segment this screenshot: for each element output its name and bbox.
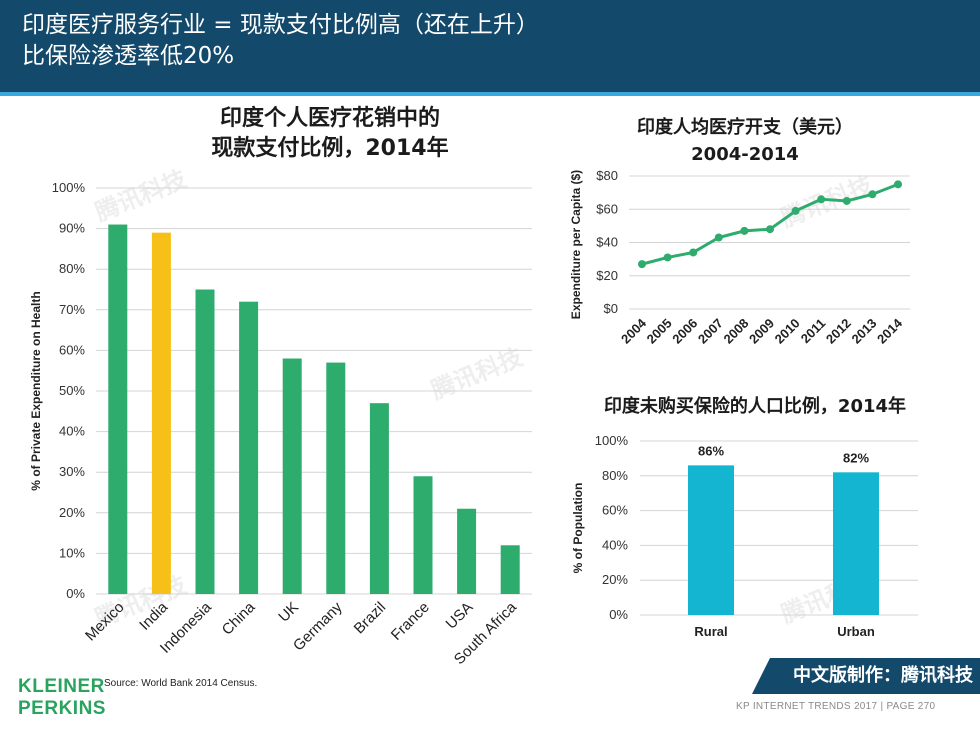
chart2-point-2006 [689, 248, 698, 257]
source-note: Source: World Bank 2014 Census. [104, 678, 258, 689]
chart1-y-tick-label: 80% [59, 261, 85, 276]
chart1-bar-south-africa [500, 545, 520, 594]
chart1-y-axis-title: % of Private Expenditure on Health [29, 291, 43, 490]
chart1-y-tick-label: 30% [59, 464, 85, 479]
chart3-category-label: Rural [694, 624, 727, 639]
chart2-point-2013 [868, 190, 877, 199]
chart2-point-2010 [791, 206, 800, 215]
chart3-y-tick-label: 20% [602, 572, 628, 587]
chart2-y-tick-label: $40 [596, 235, 618, 250]
chart2-title-line1: 印度人均医疗开支（美元） [637, 117, 853, 138]
header-accent-line [0, 92, 980, 96]
page-title-line1: 印度医疗服务行业 = 现款支付比例高（还在上升） [22, 12, 539, 38]
chart2-point-2011 [817, 195, 826, 204]
chart1-bar-brazil [369, 403, 389, 594]
chart1-title-line1: 印度个人医疗花销中的 [219, 106, 440, 131]
chart3-y-tick-label: 80% [602, 468, 628, 483]
chart1-bar-india [151, 232, 171, 594]
chart2-point-2014 [894, 180, 902, 189]
chart1-bar-china [239, 301, 259, 594]
chart2-y-tick-label: $80 [596, 168, 618, 183]
chart2-y-tick-label: $0 [604, 301, 618, 316]
chart2-y-tick-label: $60 [596, 201, 618, 216]
chart3-title: 印度未购买保险的人口比例，2014年 [603, 396, 907, 417]
page-title: 印度医疗服务行业 = 现款支付比例高（还在上升） 比保险渗透率低20% [22, 10, 539, 72]
kleiner-perkins-logo: KLEINER PERKINS [18, 676, 106, 720]
chart3-y-tick-label: 0% [609, 607, 628, 622]
chart1-y-tick-label: 50% [59, 383, 85, 398]
logo-line1: KLEINER [18, 676, 105, 697]
page-title-line2: 比保险渗透率低20% [22, 43, 235, 69]
chart1-bar-indonesia [195, 289, 215, 594]
chinese-version-badge-text: 中文版制作：腾讯科技 [793, 665, 973, 686]
chart1-bar-germany [326, 362, 346, 594]
chart1-y-tick-label: 100% [52, 180, 86, 195]
chart1-y-tick-label: 60% [59, 342, 85, 357]
chart2-title-line2: 2004-2014 [691, 144, 799, 165]
chart1-bar-france [413, 476, 433, 594]
chart1-title: 印度个人医疗花销中的 现款支付比例，2014年 [120, 104, 540, 164]
chart1-y-tick-label: 10% [59, 545, 85, 560]
header-bar [0, 0, 980, 92]
chart2-point-2012 [842, 196, 851, 205]
chart1-bar-uk [282, 358, 302, 594]
logo-line2: PERKINS [18, 698, 106, 719]
chart2-title: 印度人均医疗开支（美元） 2004-2014 [560, 114, 930, 168]
chart3-y-tick-label: 100% [595, 433, 629, 448]
chart2-point-2005 [663, 253, 672, 262]
chart3-data-label: 82% [843, 450, 869, 465]
footer-page-info: KP INTERNET TRENDS 2017 | PAGE 270 [736, 701, 936, 712]
chart1-y-tick-label: 20% [59, 505, 85, 520]
chart1-title-line2: 现款支付比例，2014年 [211, 136, 449, 161]
chart2-point-2004 [638, 260, 646, 269]
chart3-bar-urban [833, 472, 879, 615]
chart2-y-tick-label: $20 [596, 268, 618, 283]
chart3-data-label: 86% [698, 443, 724, 458]
chart1-y-tick-label: 0% [66, 586, 85, 601]
chart3-y-axis-title: % of Population [571, 483, 585, 574]
chart1-y-tick-label: 40% [59, 424, 85, 439]
chart3-y-tick-label: 60% [602, 503, 628, 518]
chart2-point-2008 [740, 226, 749, 235]
chart1-bar-usa [457, 508, 477, 594]
chinese-version-badge [752, 658, 980, 694]
chart2-y-axis-title: Expenditure per Capita ($) [569, 170, 583, 319]
chart1-y-tick-label: 90% [59, 221, 85, 236]
chart2-point-2009 [766, 225, 774, 234]
chart3-y-tick-label: 40% [602, 537, 628, 552]
chart3-category-label: Urban [837, 624, 875, 639]
chart2-point-2007 [714, 233, 723, 242]
chart1-y-tick-label: 70% [59, 302, 85, 317]
chart1-bar-mexico [108, 224, 128, 595]
chart3-bar-rural [688, 465, 734, 615]
